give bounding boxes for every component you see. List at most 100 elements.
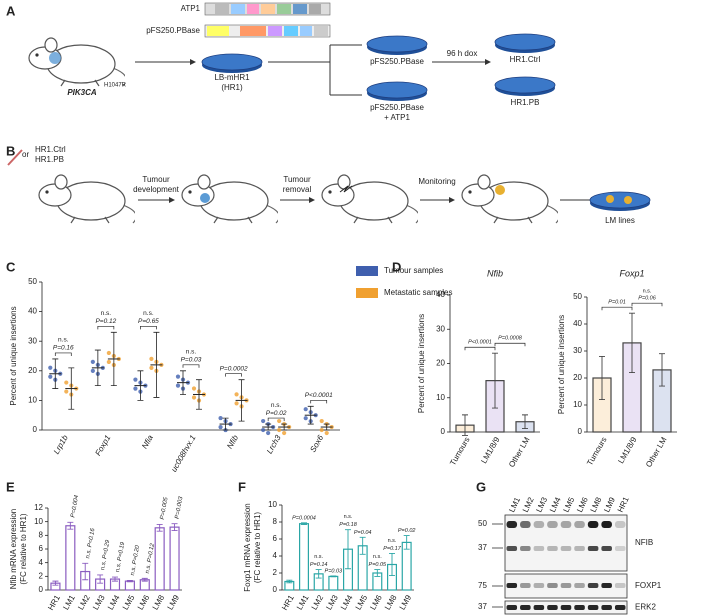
point-cloud	[324, 430, 329, 436]
panel-label: F	[238, 479, 246, 494]
bracket	[464, 346, 496, 351]
dish	[366, 81, 428, 99]
band	[547, 605, 558, 610]
p-value: P=0.0002	[220, 365, 248, 372]
p-value: P<0.0001	[468, 340, 492, 346]
dish	[589, 191, 651, 209]
point-cloud	[261, 427, 266, 433]
lane-label: LM3	[534, 495, 549, 513]
y-tick-label: 20	[28, 366, 37, 375]
band	[587, 546, 599, 551]
band	[520, 583, 531, 588]
lane-label: LM2	[521, 495, 536, 513]
point-cloud	[266, 430, 271, 436]
legend-label: Tumour samples	[384, 266, 443, 275]
point-cloud	[234, 392, 239, 397]
construct-label: ATP1	[181, 4, 201, 13]
point-cloud	[218, 415, 223, 421]
band	[614, 583, 626, 588]
lane-label: LM8	[589, 495, 604, 513]
dish-label: (HR1)	[221, 83, 243, 92]
x-tick-label: LM6	[136, 593, 152, 611]
error-bar	[330, 575, 337, 578]
point-cloud	[282, 430, 287, 436]
band	[614, 605, 626, 610]
panel-label: A	[6, 3, 16, 18]
tumour-spot	[49, 52, 61, 64]
dish-label: HR1.Ctrl	[510, 55, 541, 64]
error-bar	[137, 370, 144, 401]
band	[506, 521, 518, 528]
point-cloud	[303, 407, 308, 412]
lane-label: LM1	[507, 495, 522, 513]
step-label: development	[133, 185, 180, 194]
y-tick-label: 8	[273, 517, 278, 526]
error-bar	[345, 529, 351, 570]
step-label: 96 h dox	[447, 49, 478, 58]
point-cloud	[64, 380, 69, 385]
x-tick-label: LM3	[91, 593, 107, 611]
y-axis-label: Percent of unique insertions	[417, 314, 426, 413]
dish-label: pFS250.PBase	[370, 103, 424, 112]
mouse	[181, 174, 278, 224]
significance: n.s.	[271, 402, 282, 409]
marker-label: 37	[478, 602, 487, 611]
point-cloud	[319, 418, 324, 424]
x-tick-label: LM1/8/9	[616, 435, 639, 465]
p-value: P=0.18	[339, 522, 358, 528]
dish	[494, 33, 556, 51]
significance: n.s.	[643, 289, 652, 295]
error-bar	[522, 414, 528, 430]
or-label: or	[22, 150, 29, 159]
y-tick-label: 10	[28, 396, 37, 405]
mouse-allele: H1047R	[104, 83, 127, 89]
panel-label: C	[6, 259, 16, 274]
marker-label: 37	[478, 543, 487, 552]
point-cloud	[261, 418, 266, 424]
band	[601, 583, 612, 588]
band	[601, 521, 612, 528]
error-bar	[94, 349, 101, 386]
band	[560, 583, 572, 588]
p-value: P=0.01	[608, 300, 626, 306]
error-bar	[156, 523, 163, 532]
significance: n.s.	[388, 538, 397, 544]
y-tick-label: 2	[39, 571, 44, 580]
panel-label: G	[476, 479, 486, 494]
chart-title: Nfib	[487, 268, 503, 278]
point-cloud	[133, 377, 138, 382]
x-tick-label: LM1	[61, 593, 77, 611]
x-tick-label: LM4	[339, 593, 355, 611]
legend-swatch	[356, 266, 378, 276]
point-cloud	[48, 365, 53, 370]
band	[560, 605, 572, 610]
x-tick-label: Lrp1b	[52, 433, 70, 456]
error-bar	[141, 577, 148, 582]
y-tick-label: 50	[573, 292, 582, 301]
error-bar	[153, 331, 160, 398]
p-value: P=0.12	[146, 542, 155, 563]
x-tick-label: Nfib	[225, 433, 240, 450]
point-cloud	[106, 359, 111, 365]
dish-label: LB-mHR1	[214, 73, 250, 82]
error-bar	[286, 579, 293, 584]
error-bar	[359, 536, 366, 555]
significance: n.s.	[373, 554, 382, 560]
dish-label: HR1.PB	[511, 98, 540, 107]
x-tick-label: HR1	[46, 593, 62, 612]
p-value: P=0.16	[53, 345, 74, 352]
error-bar	[281, 423, 288, 431]
significance: n.s.	[101, 310, 112, 317]
bar	[124, 580, 135, 591]
protein-label: FOXP1	[635, 581, 662, 590]
error-bar	[238, 379, 245, 422]
bracket	[225, 373, 242, 377]
error-bar	[68, 367, 75, 410]
lane-label: HR1	[616, 495, 631, 514]
band	[560, 521, 572, 528]
bar	[65, 525, 76, 591]
panel-label: B	[6, 143, 15, 158]
x-tick-label: uc008hvx.1	[169, 434, 197, 474]
bracket	[267, 417, 285, 422]
band	[520, 546, 531, 551]
